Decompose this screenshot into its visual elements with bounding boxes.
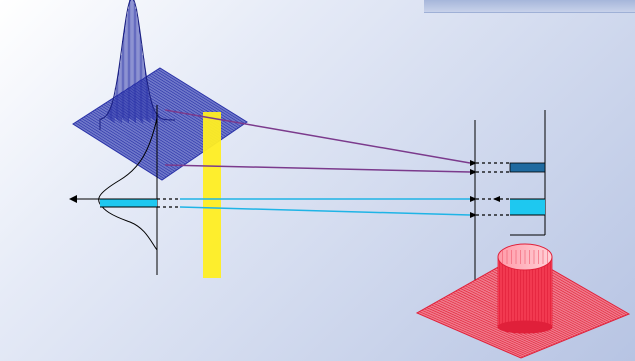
target-dotted-connectors <box>470 160 510 218</box>
purple-ray-top <box>164 109 471 164</box>
target-dark-blue-bar <box>509 162 546 173</box>
gaussian-peak-mesh <box>99 0 181 130</box>
purple-ray-bottom <box>164 164 471 173</box>
cyan-ray-bottom <box>179 206 471 216</box>
yellow-band <box>203 112 221 278</box>
corner-tab <box>424 0 635 13</box>
cylinder-mesh <box>497 243 553 334</box>
gaussian-profile-curve <box>98 117 158 251</box>
source-cyan-bar <box>100 199 157 207</box>
target-cyan-bar <box>510 199 545 215</box>
